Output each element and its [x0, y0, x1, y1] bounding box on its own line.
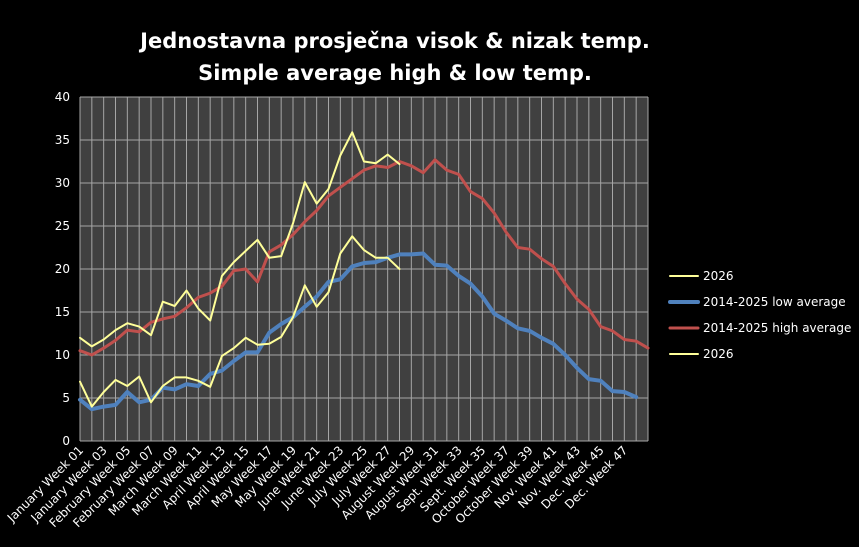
legend: 2026 2014-2025 low average 2014-2025 high …	[668, 269, 851, 361]
legend-label: 2026	[703, 269, 734, 283]
series-line-3	[79, 235, 401, 408]
series-line-2	[79, 131, 401, 348]
y-tick-label: 25	[55, 219, 70, 233]
chart-subtitle: Simple average high & low temp.	[198, 61, 592, 85]
y-tick-label: 0	[62, 434, 70, 448]
y-tick-label: 30	[55, 176, 70, 190]
y-tick-label: 20	[55, 262, 70, 276]
y-tick-label: 35	[55, 133, 70, 147]
legend-label: 2026	[703, 347, 734, 361]
series-line-1	[78, 251, 639, 412]
y-tick-label: 15	[55, 305, 70, 319]
legend-label: 2014-2025 low average	[703, 295, 846, 309]
y-tick-label: 10	[55, 348, 70, 362]
series-line-0	[78, 158, 650, 357]
y-tick-label: 40	[55, 90, 70, 104]
legend-label: 2014-2025 high average	[703, 321, 851, 335]
y-tick-label: 5	[62, 391, 70, 405]
chart-title: Jednostavna prosječna visok & nizak temp…	[138, 29, 650, 53]
